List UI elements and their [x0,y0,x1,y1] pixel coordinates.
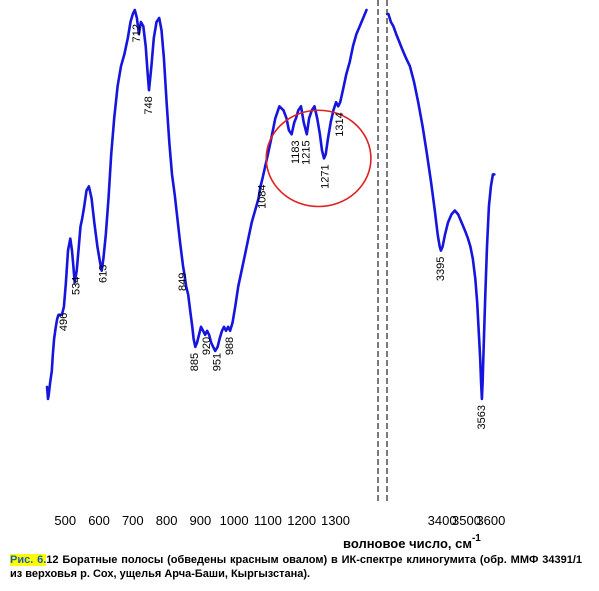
x-tick-600: 600 [88,513,110,528]
x-tick-3400: 3400 [428,513,457,528]
peak-label-3395: 3395 [435,257,447,281]
peak-label-1215: 1215 [301,140,313,164]
peak-label-988: 988 [224,337,236,355]
spectrum-line-segment-2 [385,12,496,401]
borate-band-highlight [265,109,372,208]
peak-label-496: 496 [58,313,70,331]
x-tick-1300: 1300 [321,513,350,528]
x-axis-label-superscript: -1 [472,533,481,544]
x-axis-label-text: волновое число, см [343,536,472,550]
x-axis-label: волновое число, см-1 [343,533,481,550]
ir-spectrum-chart: 4965346137127488498859209519881084118312… [45,0,505,550]
peak-label-951: 951 [211,353,223,371]
peak-label-1271: 1271 [320,164,332,188]
caption-text: 12 Боратные полосы (обведены красным ова… [10,554,582,580]
x-tick-labels: 500 600 700 800 900 1000 1100 1200 1300 340035003… [54,513,505,528]
x-tick-1000: 1000 [220,513,249,528]
peak-annotations: 4965346137127488498859209519881084118312… [58,24,488,429]
x-tick-900: 900 [190,513,212,528]
x-tick-3600: 3600 [476,513,505,528]
peak-label-1183: 1183 [290,140,302,164]
peak-label-712: 712 [131,24,143,42]
peak-label-1084: 1084 [256,184,268,208]
peak-label-534: 534 [71,277,83,295]
peak-label-1314: 1314 [334,112,346,136]
figure-reference: Рис. 6. [10,554,47,566]
peak-label-3563: 3563 [476,405,488,429]
peak-label-885: 885 [189,353,201,371]
peak-label-849: 849 [177,273,189,291]
peak-label-613: 613 [97,265,109,283]
x-tick-1200: 1200 [287,513,316,528]
spectrum-lines [45,8,496,401]
axis-break [377,0,388,502]
peak-label-920: 920 [201,337,213,355]
x-tick-1100: 1100 [254,513,282,528]
borate-highlight-oval [265,109,372,208]
x-tick-700: 700 [122,513,144,528]
x-tick-500: 500 [54,513,76,528]
figure-caption: Рис. 6.12 Боратные полосы (обведены крас… [10,553,582,581]
spectrum-line-segment-1 [45,8,368,401]
x-tick-800: 800 [156,513,178,528]
peak-label-748: 748 [143,96,155,114]
x-tick-3500: 3500 [452,513,481,528]
